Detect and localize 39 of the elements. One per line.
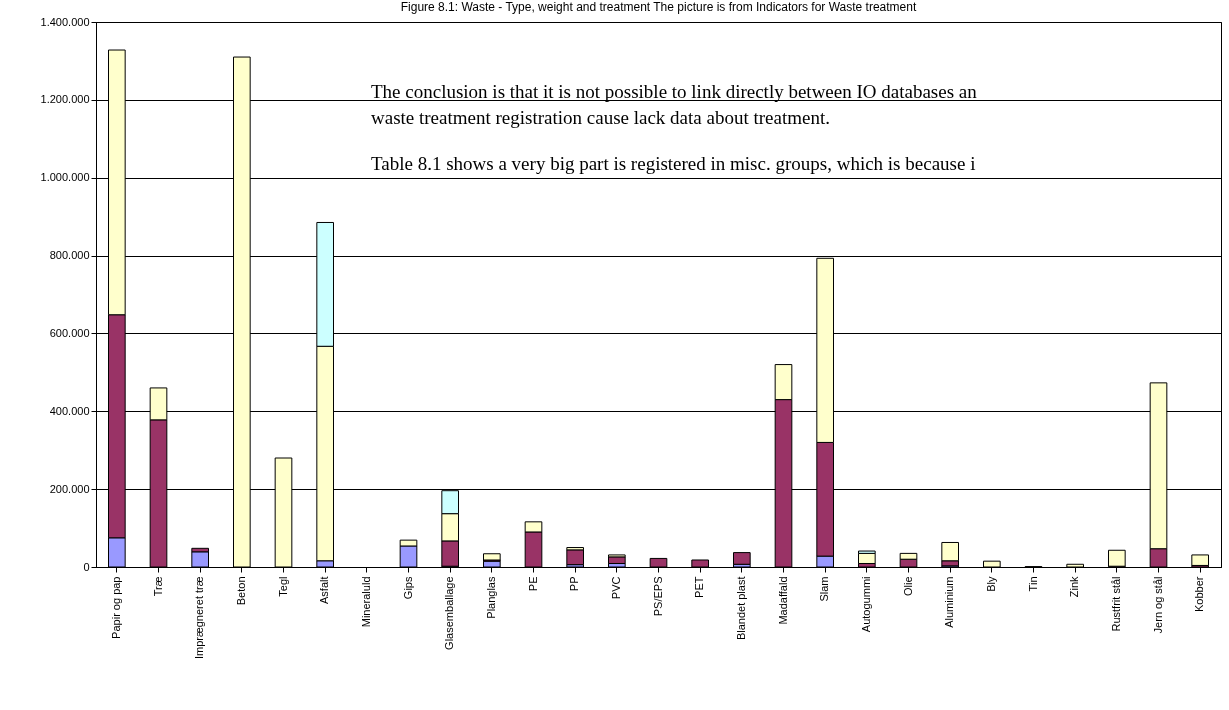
x-tick-label: Bly [984, 576, 997, 592]
y-tick-label: 0 [83, 560, 90, 573]
x-tick-label: Gips [401, 576, 414, 600]
x-tick-label: Planglas [484, 576, 497, 619]
x-tick-label: Asfalt [318, 576, 331, 605]
annotation: Table 8.1 shows a very big part is registered in misc. groups, which is because i [371, 153, 976, 174]
x-tick-label: Madaffald [776, 576, 789, 625]
x-tick-label: Papir og pap [109, 576, 122, 639]
x-tick-label: Kobber [1193, 576, 1206, 612]
x-tick-label: Olie [901, 576, 914, 597]
x-tick-label: Blandet plast [734, 576, 747, 641]
x-tick-label: Mineraluld [359, 576, 372, 628]
annotation: The conclusion is that it is not possible to link directly between IO databases an [371, 81, 978, 102]
x-tick-label: Beton [234, 576, 247, 606]
y-tick-label: 400.000 [49, 404, 90, 417]
x-tick-label: PP [568, 576, 581, 592]
y-tick-label: 200.000 [49, 482, 90, 495]
x-tick-label: Tin [1026, 576, 1039, 592]
x-tick-label: PET [693, 576, 706, 598]
y-tick-label: 1.400.000 [40, 15, 90, 28]
y-tick-label: 600.000 [49, 326, 90, 339]
x-tick-label: PE [526, 576, 539, 592]
x-tick-label: Tegl [276, 576, 289, 597]
x-tick-label: Aluminium [943, 576, 956, 628]
x-tick-label: Zink [1068, 576, 1081, 598]
annotation: waste treatment registration cause lack data about treatment. [371, 107, 830, 128]
y-tick-label: 1.000.000 [40, 171, 90, 184]
x-tick-label: PS/EPS [651, 576, 664, 617]
y-tick-label: 800.000 [49, 249, 90, 262]
x-tick-label: PVC [609, 576, 622, 600]
x-tick-label: Glasemballage [443, 576, 456, 650]
x-tick-label: Jern og stål [1151, 576, 1164, 634]
x-tick-label: Rustfrit stål [1109, 576, 1122, 632]
chart-title: Figure 8.1: Waste - Type, weight and treatment The picture is from Indicators for Waste treatment [400, 0, 917, 14]
y-tick-label: 1.200.000 [40, 93, 90, 106]
x-tick-label: Imprægneret træ [193, 576, 206, 660]
x-tick-label: Træ [151, 576, 164, 597]
x-tick-label: Autogummi [859, 576, 872, 633]
x-tick-label: Slam [818, 576, 831, 602]
